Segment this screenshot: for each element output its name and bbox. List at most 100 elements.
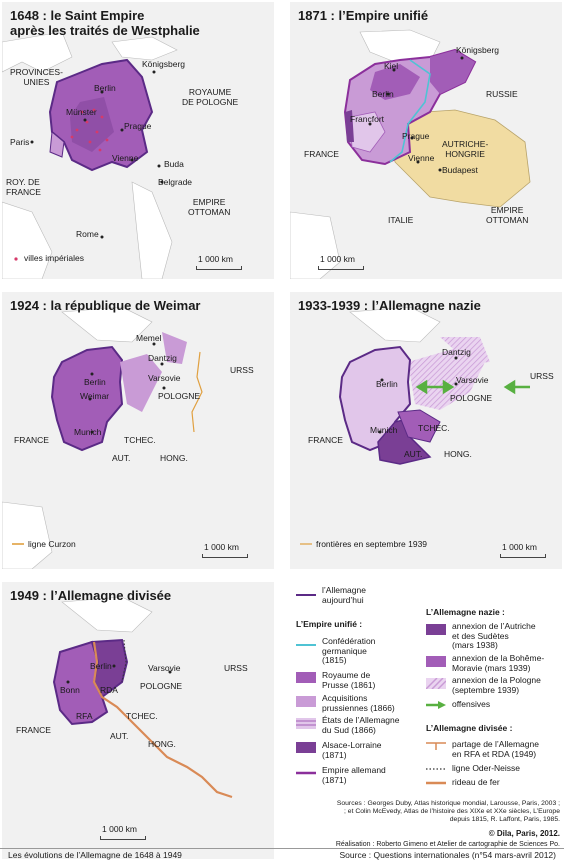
label-dantzig: Dantzig	[148, 353, 177, 363]
legend-etats-sud: États de l’Allemagne du Sud (1866)	[322, 715, 400, 735]
label-varsovie: Varsovie	[456, 375, 489, 385]
label-berlin: Berlin	[376, 379, 398, 389]
legend-swatch-prusse	[296, 672, 316, 683]
legend-annexion-autriche: annexion de l’Autriche et des Sudètes (m…	[452, 621, 536, 650]
legend-frontieres-1939: frontières en septembre 1939	[316, 539, 428, 549]
legend-alsace: Alsace-Lorraine (1871)	[322, 740, 382, 760]
legend-header-divisee: L’Allemagne divisée :	[426, 723, 513, 733]
legend-swatch-autriche	[426, 624, 446, 635]
label-prague: Prague	[124, 121, 152, 131]
scale-bar	[202, 554, 248, 558]
legend-germany-today: l’Allemagne aujourd’hui	[322, 585, 366, 605]
legend-header-nazie: L’Allemagne nazie :	[426, 607, 505, 617]
label-hong: HONG.	[444, 449, 472, 459]
label-hong: HONG.	[160, 453, 188, 463]
legend-swatch-partage	[426, 742, 446, 750]
label-vienne: Vienne	[408, 153, 435, 163]
label-bonn: Bonn	[60, 685, 80, 695]
label-tchec: TCHEC.	[418, 423, 450, 433]
label-weimar: Weimar	[80, 391, 110, 401]
map-1949	[52, 596, 233, 799]
footer-source: Source : Questions internationales (n°54…	[339, 850, 556, 860]
panel-title: 1933-1939 : l’Allemagne nazie	[298, 298, 481, 313]
legend-villes-imperiales: villes impériales	[24, 253, 84, 263]
label-italie: ITALIE	[388, 215, 414, 225]
map-1648	[2, 31, 178, 279]
legend-annexion-boheme: annexion de la Bohême- Moravie (mars 193…	[452, 653, 545, 673]
label-tchec: TCHEC.	[126, 711, 158, 721]
panel-title: 1871 : l’Empire unifié	[298, 8, 429, 23]
legend-swatch-confederation	[296, 644, 316, 646]
label-varsovie: Varsovie	[148, 663, 181, 673]
footer-divider	[0, 848, 564, 849]
label-hong: HONG.	[148, 739, 176, 749]
scale-bar	[100, 836, 146, 840]
legend-rideau: rideau de fer	[452, 777, 500, 787]
scale-label: 1 000 km	[502, 542, 537, 552]
legend-swatch-boheme	[426, 656, 446, 667]
legend-swatch-offensives	[426, 701, 446, 709]
map-1933-1939	[300, 306, 530, 545]
legend-swatch-alsace	[296, 742, 316, 753]
label-roy-france: ROY. DE FRANCE	[6, 177, 41, 197]
label-dantzig: Dantzig	[442, 347, 471, 357]
label-urss: URSS	[230, 365, 254, 375]
label-pologne: POLOGNE	[450, 393, 493, 403]
copyright-text: © Dila, Paris, 2012.	[488, 829, 560, 838]
label-france: FRANCE	[14, 435, 49, 445]
label-aut: AUT.	[404, 449, 423, 459]
realisation-text: Réalisation : Roberto Gimeno et Atelier …	[335, 841, 560, 848]
sources-text: Sources : Georges Duby, Atlas historique…	[336, 800, 560, 823]
label-berlin: Berlin	[84, 377, 106, 387]
legend-swatch-etats-sud	[296, 718, 316, 729]
label-prague: Prague	[402, 131, 430, 141]
legend-swatch-pologne	[426, 678, 446, 689]
label-francfort: Francfort	[350, 114, 385, 124]
label-urss: URSS	[530, 371, 554, 381]
legend-swatch-germany-today	[296, 594, 316, 596]
scale-label: 1 000 km	[320, 254, 355, 264]
legend-empire-allemand: Empire allemand (1871)	[322, 765, 386, 785]
scale-label: 1 000 km	[204, 542, 239, 552]
label-pologne: POLOGNE	[158, 391, 201, 401]
label-konigsberg: Königsberg	[456, 45, 500, 55]
legend-confederation: Confédération germanique (1815)	[322, 636, 376, 665]
label-berlin: Berlin	[94, 83, 116, 93]
label-rda: RDA	[100, 685, 118, 695]
panel-title: 1924 : la république de Weimar	[10, 298, 201, 313]
footer-title: Les évolutions de l’Allemagne de 1648 à …	[8, 850, 182, 860]
legend-annexion-pologne: annexion de la Pologne (septembre 1939)	[452, 675, 541, 695]
label-buda: Buda	[164, 159, 184, 169]
scale-label: 1 000 km	[198, 254, 233, 264]
legend-oder-neisse: ligne Oder-Neisse	[452, 763, 521, 773]
label-france: FRANCE	[304, 149, 339, 159]
scale-bar	[318, 266, 364, 270]
scale-bar	[500, 554, 546, 558]
label-memel: Memel	[136, 333, 162, 343]
legend-acquisitions: Acquisitions prussiennes (1866)	[322, 693, 395, 713]
legend-prusse: Royaume de Prusse (1861)	[322, 670, 376, 690]
label-paris: Paris	[10, 137, 30, 147]
label-russie: RUSSIE	[486, 89, 518, 99]
map-panel-1648: 1648 : le Saint Empire après les traités…	[2, 2, 274, 279]
label-rome: Rome	[76, 229, 99, 239]
label-varsovie: Varsovie	[148, 373, 181, 383]
legend-offensives: offensives	[452, 699, 491, 709]
label-tchec: TCHEC.	[124, 435, 156, 445]
scale-bar	[196, 266, 242, 270]
map-1871	[290, 29, 531, 279]
scale-label: 1 000 km	[102, 824, 137, 834]
label-empire-ottoman: EMPIRE OTTOMAN	[486, 205, 529, 225]
label-aut: AUT.	[110, 731, 129, 741]
label-budapest: Budapest	[442, 165, 478, 175]
legend-partage: partage de l’Allemagne en RFA et RDA (19…	[452, 739, 539, 759]
label-empire-ottoman: EMPIRE OTTOMAN	[188, 197, 231, 217]
label-belgrade: Belgrade	[158, 177, 193, 187]
label-berlin: Berlin	[90, 661, 112, 671]
label-munich: Munich	[74, 427, 102, 437]
legend-swatch-rideau	[426, 781, 446, 785]
label-pologne: POLOGNE	[140, 681, 183, 691]
label-france: FRANCE	[308, 435, 343, 445]
legend-ligne-curzon: ligne Curzon	[28, 539, 76, 549]
map-panel-1949: 1949 : l’Allemagne divisée Berlin Varsov…	[2, 582, 274, 859]
